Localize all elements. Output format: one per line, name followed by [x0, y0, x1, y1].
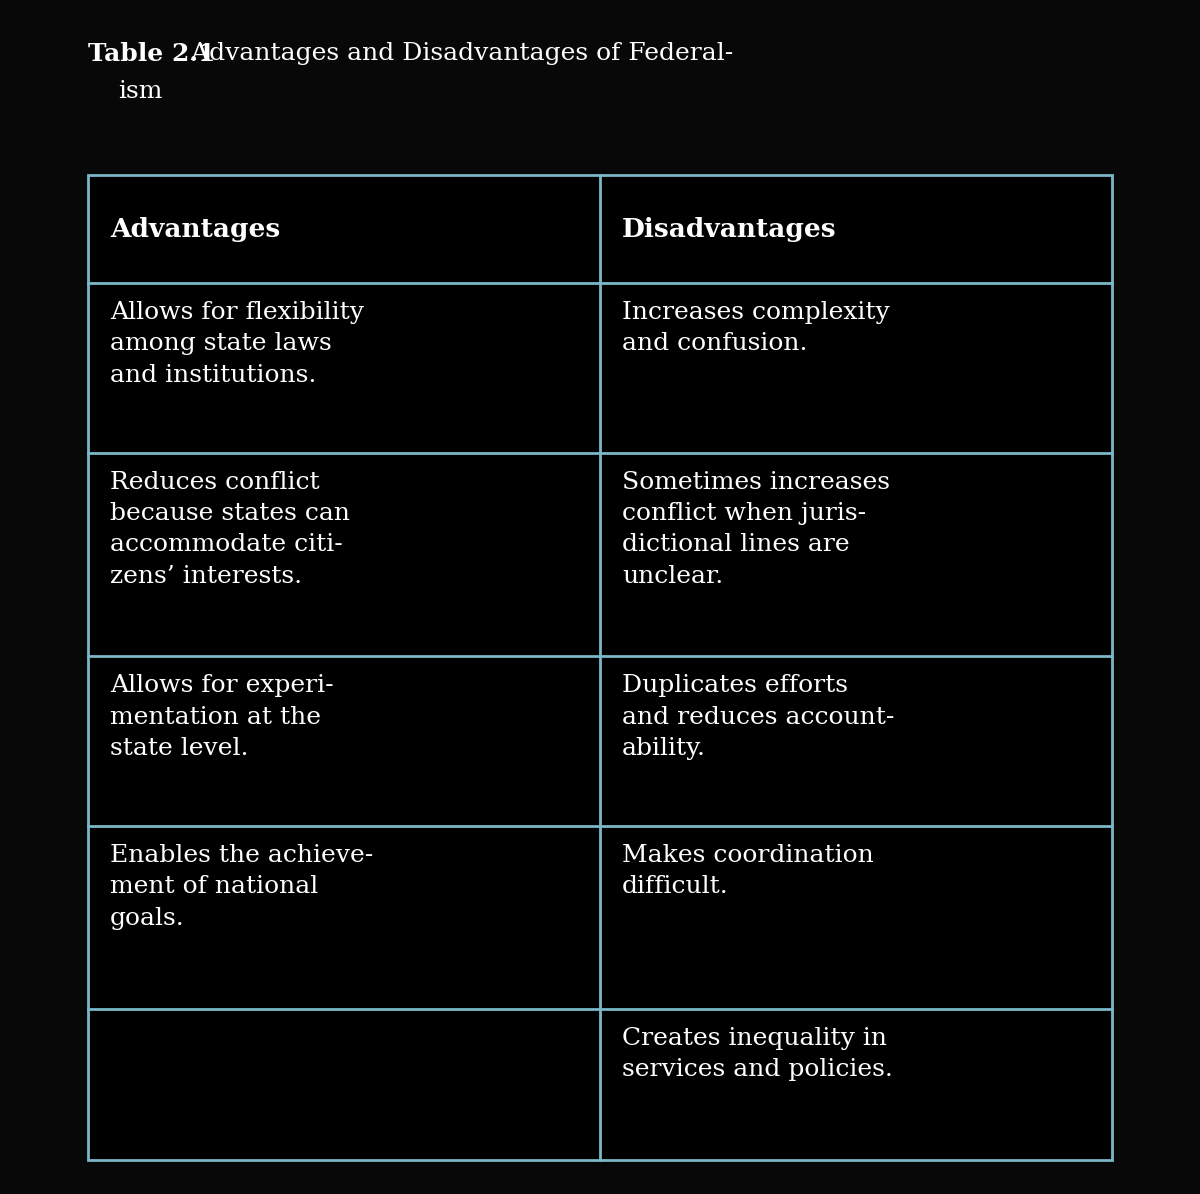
- Text: Advantages: Advantages: [110, 216, 281, 241]
- Text: Table 2.1: Table 2.1: [88, 42, 215, 66]
- Text: Increases complexity
and confusion.: Increases complexity and confusion.: [622, 301, 889, 356]
- Text: Makes coordination
difficult.: Makes coordination difficult.: [622, 844, 874, 898]
- Text: Enables the achieve-
ment of national
goals.: Enables the achieve- ment of national go…: [110, 844, 373, 930]
- Text: Duplicates efforts
and reduces account-
ability.: Duplicates efforts and reduces account- …: [622, 675, 894, 759]
- Text: Creates inequality in
services and policies.: Creates inequality in services and polic…: [622, 1027, 893, 1081]
- Text: ism: ism: [118, 80, 162, 103]
- Text: Advantages and Disadvantages of Federal-: Advantages and Disadvantages of Federal-: [182, 42, 733, 64]
- Text: Disadvantages: Disadvantages: [622, 216, 836, 241]
- Text: Reduces conflict
because states can
accommodate citi-
zens’ interests.: Reduces conflict because states can acco…: [110, 472, 350, 587]
- Text: Sometimes increases
conflict when juris-
dictional lines are
unclear.: Sometimes increases conflict when juris-…: [622, 472, 890, 587]
- Text: Allows for experi-
mentation at the
state level.: Allows for experi- mentation at the stat…: [110, 675, 334, 759]
- Text: Allows for flexibility
among state laws
and institutions.: Allows for flexibility among state laws …: [110, 301, 364, 387]
- Bar: [88, 176, 1112, 1161]
